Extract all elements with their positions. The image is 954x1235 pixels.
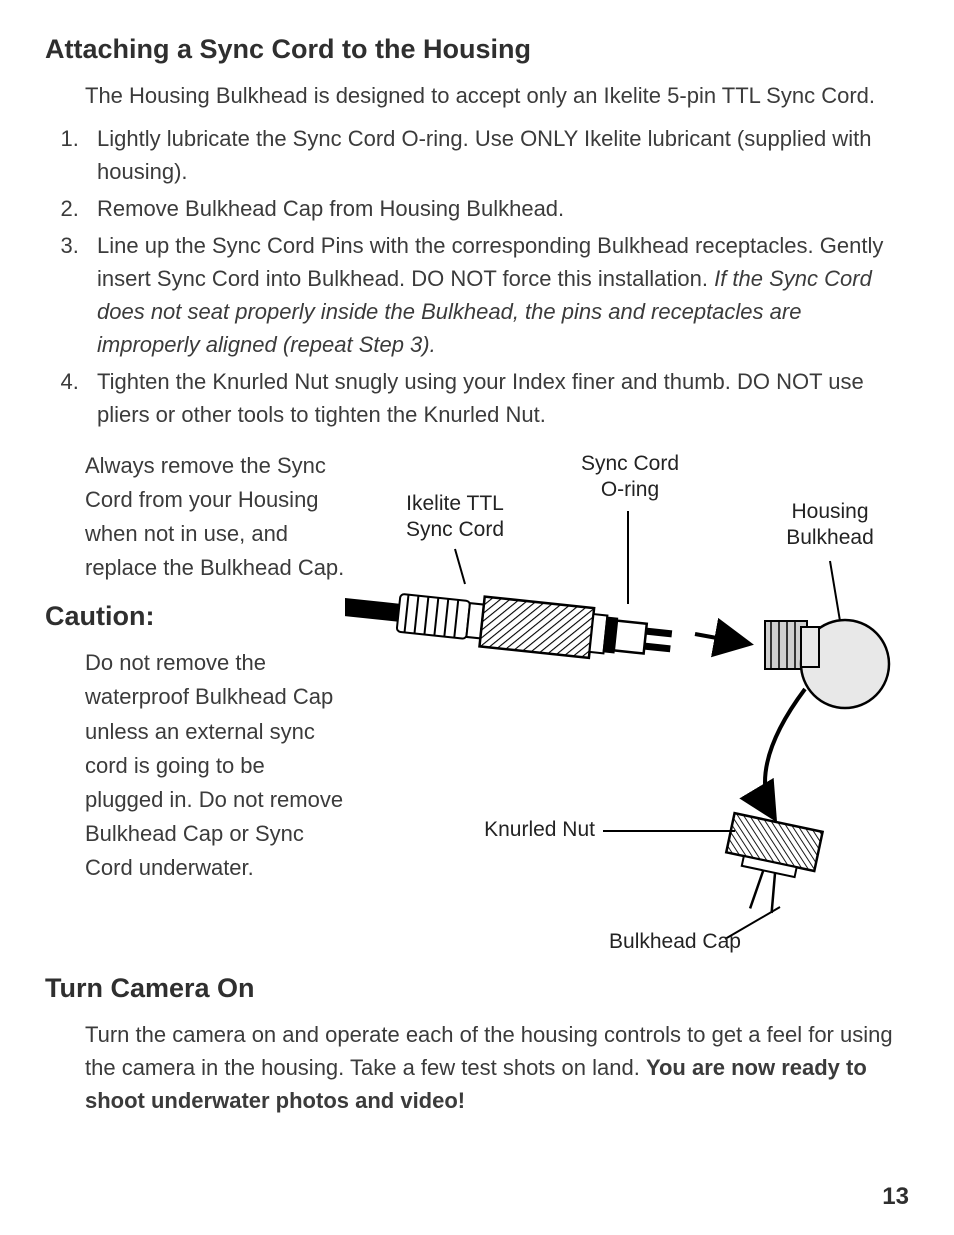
step-1: Lightly lubricate the Sync Cord O-ring. …	[85, 122, 909, 188]
advice-paragraph: Always remove the Sync Cord from your Ho…	[45, 449, 345, 585]
heading-attach: Attaching a Sync Cord to the Housing	[45, 34, 909, 65]
step-4: Tighten the Knurled Nut snugly using you…	[85, 365, 909, 431]
diagram-row: Always remove the Sync Cord from your Ho…	[45, 449, 909, 969]
step-2: Remove Bulkhead Cap from Housing Bulkhea…	[85, 192, 909, 225]
heading-turn-on: Turn Camera On	[45, 973, 909, 1004]
intro-paragraph: The Housing Bulkhead is designed to acce…	[45, 79, 909, 112]
caution-paragraph: Do not remove the waterproof Bulkhead Ca…	[45, 646, 345, 885]
label-bulkhead: HousingBulkhead	[775, 499, 885, 552]
label-oring: Sync CordO-ring	[570, 451, 690, 504]
steps-list: Lightly lubricate the Sync Cord O-ring. …	[45, 122, 909, 431]
label-knurled: Knurled Nut	[465, 817, 595, 843]
label-cap: Bulkhead Cap	[595, 929, 755, 955]
step-3: Line up the Sync Cord Pins with the corr…	[85, 229, 909, 361]
turn-on-paragraph: Turn the camera on and operate each of t…	[45, 1018, 909, 1117]
manual-page: Attaching a Sync Cord to the Housing The…	[0, 0, 954, 1235]
label-sync-cord: Ikelite TTLSync Cord	[395, 491, 515, 544]
heading-caution: Caution:	[45, 601, 345, 632]
left-text-column: Always remove the Sync Cord from your Ho…	[45, 449, 345, 969]
page-number: 13	[882, 1183, 909, 1211]
diagram-area: Ikelite TTLSync Cord Sync CordO-ring Hou…	[345, 449, 910, 969]
